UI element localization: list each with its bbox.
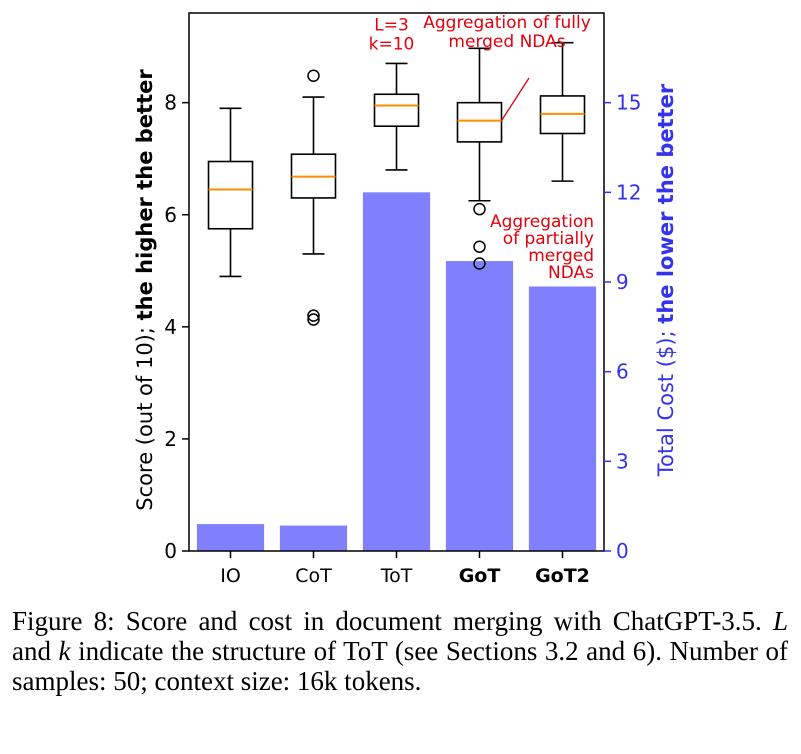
outlier-cot-2 [307,313,320,326]
annotation-tot-line-0: L=3 [374,15,409,35]
outlier-got-1 [473,240,486,253]
x-tick-label-tot: ToT [380,565,413,587]
left-tick-label-0: 0 [164,539,177,563]
cost-bar-cot [279,525,348,551]
right-axis-title: Total Cost ($); the lower the better [654,83,678,477]
left-tick-label-8: 8 [164,91,177,115]
outlier-cot-0 [307,69,320,83]
annotation-fully-merged-pointer [500,77,530,121]
x-axis-categories: IO CoT ToT GoT GoT2 [220,551,590,587]
annotation-tot-line-1: k=10 [369,34,415,54]
right-tick-label-3: 3 [616,449,629,473]
annotation-partially-merged-line-0: Aggregation [490,212,594,232]
cost-bar-got [445,261,514,551]
outlier-got-2 [473,257,486,270]
right-axis-ticks: 0 3 6 9 12 15 [604,91,641,563]
annotation-partially-merged-line-2: merged [528,246,594,266]
box-io [207,160,254,230]
caption-var-k: k [58,636,71,666]
annotation-partially-merged-line-1: of partially [503,229,594,249]
caption-label: Figure 8: [12,606,115,636]
annotation-fully-merged-line-0: Aggregation of fully [423,13,591,33]
annotation-partially-merged-line-3: NDAs [548,263,594,283]
right-tick-label-15: 15 [616,91,641,115]
cost-bar-got2 [528,286,597,551]
cost-bar-tot [362,192,431,552]
right-tick-label-0: 0 [616,539,629,563]
annotation-fully-merged-line-1: merged NDAs [448,32,565,52]
left-axis-title: Score (out of 10); the higher the better [133,69,157,511]
right-tick-label-6: 6 [616,360,629,384]
cost-bar-io [196,524,265,551]
x-tick-label-io: IO [220,565,241,587]
left-tick-label-6: 6 [164,203,177,227]
figure-caption: Figure 8: Score and cost in document mer… [12,606,788,696]
x-tick-label-got: GoT [459,565,501,587]
cost-bars [196,192,597,552]
x-tick-label-cot: CoT [295,565,332,587]
caption-text-1: Score and cost in document merging with … [114,606,773,636]
x-tick-label-got2: GoT2 [535,565,590,587]
outlier-cot-1 [307,309,320,322]
box-tot [373,93,420,128]
caption-text-3: indicate the structure of ToT (see Secti… [12,636,788,696]
caption-text-2: and [12,636,59,666]
right-tick-label-9: 9 [616,270,629,294]
caption-var-l: L [772,606,788,636]
left-tick-label-2: 2 [164,427,177,451]
left-axis-ticks: 0 2 4 6 8 [164,91,189,563]
outlier-got-0 [473,202,486,216]
left-tick-label-4: 4 [164,315,177,339]
chart: 0 2 4 6 8 0 3 6 9 12 15 IO CoT ToT GoT GoT2 L=3k=10 Ag… [133,12,678,587]
score-boxplots [207,41,586,326]
right-tick-label-12: 12 [616,180,641,204]
box-got [456,101,503,143]
